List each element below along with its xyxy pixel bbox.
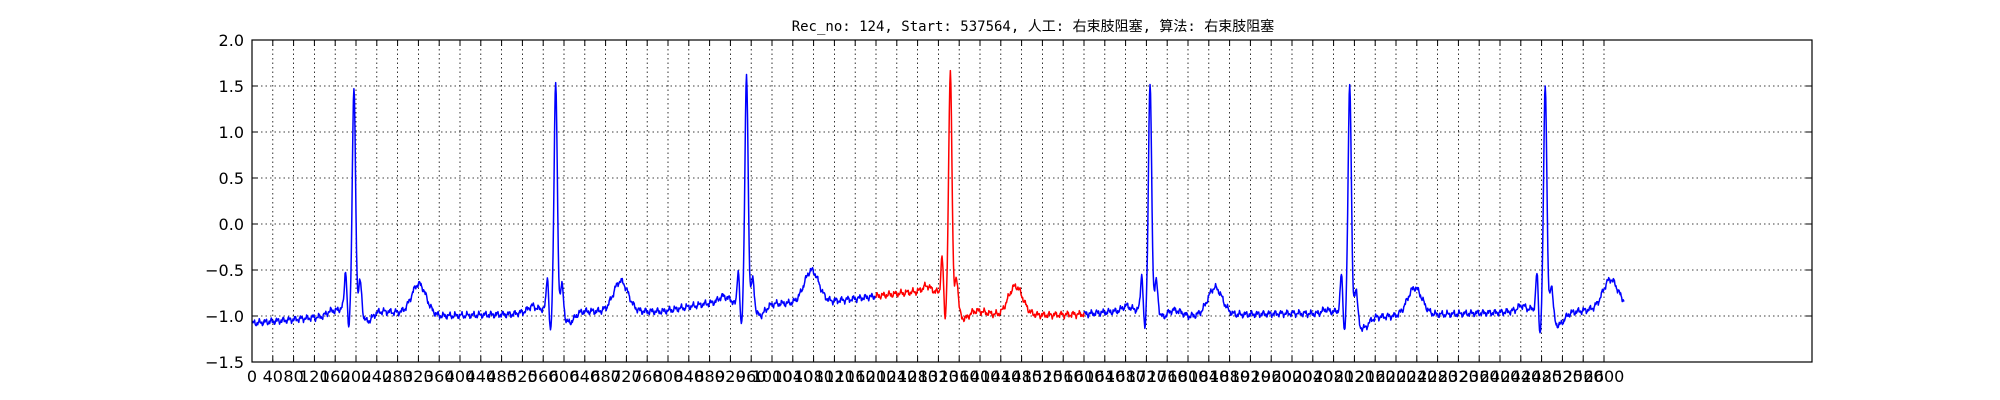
- x-tick-label: 440: [466, 367, 497, 386]
- signal-lines: [251, 69, 1625, 334]
- x-tick-label: 1160: [835, 367, 876, 386]
- x-tick-label: 2160: [1355, 367, 1396, 386]
- y-tick-label: 1.0: [219, 123, 244, 142]
- x-tick-label: 1400: [960, 367, 1001, 386]
- y-tick-label: −1.0: [205, 307, 244, 326]
- chart-title: Rec_no: 124, Start: 537564, 人工: 右束肢阻塞, 算…: [792, 18, 1275, 35]
- signal-line-highlight: [875, 69, 1085, 323]
- x-tick-label: 1280: [897, 367, 938, 386]
- x-tick-label: 1360: [939, 367, 980, 386]
- x-tick-label: 1480: [1001, 367, 1042, 386]
- x-tick-label: 400: [445, 367, 476, 386]
- x-tick-label: 2280: [1417, 367, 1458, 386]
- x-tick-label: 360: [424, 367, 455, 386]
- signal-line-after: [1083, 83, 1625, 334]
- x-tick-label: 1040: [772, 367, 813, 386]
- x-tick-label: 1840: [1188, 367, 1229, 386]
- x-tick-label: 1320: [918, 367, 959, 386]
- x-tick-label: 2320: [1438, 367, 1479, 386]
- x-tick-label: 520: [507, 367, 538, 386]
- x-tick-label: 80: [283, 367, 303, 386]
- x-tick-label: 1760: [1147, 367, 1188, 386]
- x-tick-label: 0: [247, 367, 257, 386]
- x-tick-label: 2560: [1563, 367, 1604, 386]
- x-tick-label: 1800: [1168, 367, 1209, 386]
- x-tick-label: 800: [653, 367, 684, 386]
- plot-frame: [251, 39, 1813, 363]
- x-tick-label: 1600: [1064, 367, 1105, 386]
- x-tick-label: 2000: [1272, 367, 1313, 386]
- x-tick-label: 1560: [1043, 367, 1084, 386]
- y-tick-label: 2.0: [219, 31, 244, 50]
- x-tick-label: 1440: [980, 367, 1021, 386]
- y-tick-label: 0.0: [219, 215, 244, 234]
- x-tick-label: 1680: [1105, 367, 1146, 386]
- x-tick-label: 2440: [1500, 367, 1541, 386]
- grid-lines: [252, 40, 1812, 362]
- x-tick-label: 2480: [1521, 367, 1562, 386]
- x-tick-label: 2400: [1480, 367, 1521, 386]
- x-tick-label: 280: [382, 367, 413, 386]
- x-tick-label: 320: [403, 367, 434, 386]
- x-tick-label: 840: [674, 367, 705, 386]
- x-tick-label: 1120: [814, 367, 855, 386]
- x-tick-label: 1520: [1022, 367, 1063, 386]
- x-tick-label: 200: [341, 367, 372, 386]
- x-tick-label: 1000: [752, 367, 793, 386]
- x-tick-label: 720: [611, 367, 642, 386]
- x-tick-label: 2120: [1334, 367, 1375, 386]
- axis-ticks: [251, 39, 1812, 363]
- y-tick-label: −1.5: [205, 353, 244, 372]
- x-tick-label: 1080: [793, 367, 834, 386]
- x-tick-label: 680: [590, 367, 621, 386]
- x-tick-label: 600: [549, 367, 580, 386]
- x-tick-label: 2040: [1292, 367, 1333, 386]
- x-tick-label: 560: [528, 367, 559, 386]
- x-tick-label: 2600: [1584, 367, 1625, 386]
- x-tick-label: 760: [632, 367, 663, 386]
- y-tick-label: 1.5: [219, 77, 244, 96]
- y-tick-label: 0.5: [219, 169, 244, 188]
- x-tick-label: 1640: [1084, 367, 1125, 386]
- x-tick-label: 2520: [1542, 367, 1583, 386]
- x-tick-label: 240: [362, 367, 393, 386]
- x-tick-label: 1960: [1251, 367, 1292, 386]
- x-tick-label: 920: [715, 367, 746, 386]
- x-tick-label: 1200: [856, 367, 897, 386]
- x-tick-label: 2200: [1376, 367, 1417, 386]
- y-tick-label: −0.5: [205, 261, 244, 280]
- x-tick-label: 1880: [1209, 367, 1250, 386]
- tick-labels: −1.5−1.0−0.50.00.51.01.52.00 40 8012016020…: [205, 31, 1624, 386]
- x-tick-label: 2080: [1313, 367, 1354, 386]
- x-tick-label: 640: [570, 367, 601, 386]
- x-tick-label: 1720: [1126, 367, 1167, 386]
- x-tick-label: 2360: [1459, 367, 1500, 386]
- signal-line-before: [251, 73, 877, 331]
- x-tick-label: 960: [736, 367, 767, 386]
- x-tick-label: 40: [263, 367, 283, 386]
- x-tick-label: 480: [486, 367, 517, 386]
- x-tick-label: 1240: [876, 367, 917, 386]
- x-tick-label: 120: [299, 367, 330, 386]
- x-tick-label: 880: [694, 367, 725, 386]
- x-tick-label: 160: [320, 367, 351, 386]
- x-tick-label: 1920: [1230, 367, 1271, 386]
- x-tick-label: 2240: [1396, 367, 1437, 386]
